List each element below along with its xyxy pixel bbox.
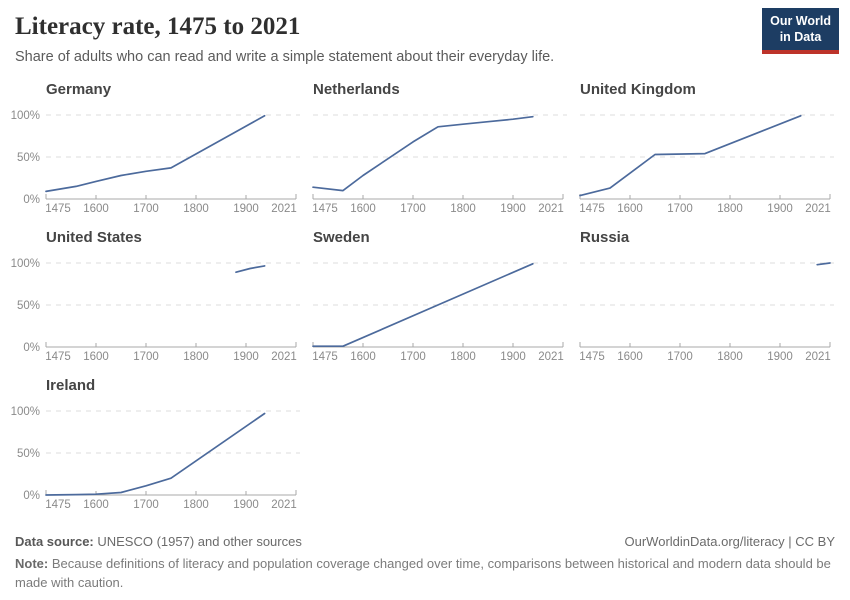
x-tick-label: 2021 xyxy=(271,203,297,215)
y-tick-label: 0% xyxy=(23,490,40,502)
literacy-line-series xyxy=(816,261,831,266)
chart-united-states: United States 1475 1600 1700 1800 1900 2021 0% 5… xyxy=(11,228,300,365)
literacy-line-series xyxy=(312,262,534,347)
x-tick-label: 2021 xyxy=(271,351,297,363)
chart-netherlands: Netherlands 1475 1600 1700 1800 1900 2021 xyxy=(282,80,567,217)
literacy-line-series xyxy=(45,114,266,193)
x-tick-label: 1900 xyxy=(233,351,259,363)
literacy-line-series xyxy=(579,114,802,197)
x-tick-label: 1600 xyxy=(83,203,109,215)
owid-logo-line2: in Data xyxy=(779,29,822,44)
x-tick-label: 2021 xyxy=(538,351,564,363)
x-tick-label: 1900 xyxy=(767,203,793,215)
y-tick-label: 50% xyxy=(17,448,40,460)
line-chart-plot[interactable]: 1475 1600 1700 1800 1900 2021 0% 50% 100% xyxy=(11,253,300,365)
x-tick-label: 2021 xyxy=(271,499,297,511)
x-tick-label: 1900 xyxy=(767,351,793,363)
chart-title: Russia xyxy=(580,228,630,246)
y-tick-label: 100% xyxy=(11,406,40,418)
x-tick-label: 2021 xyxy=(538,203,564,215)
x-tick-label: 1700 xyxy=(667,351,693,363)
line-chart-plot[interactable]: 1475 1600 1700 1800 1900 2021 0% 50% 100% xyxy=(11,105,300,217)
footnote-label: Note: xyxy=(15,555,49,571)
y-tick-label: 100% xyxy=(11,110,40,122)
x-tick-label: 2021 xyxy=(805,351,831,363)
y-tick-label: 0% xyxy=(23,194,40,206)
line-chart-plot[interactable]: 1475 1600 1700 1800 1900 2021 xyxy=(312,253,567,365)
x-tick-label: 1600 xyxy=(83,499,109,511)
chart-germany: Germany 1475 1600 1700 1800 1900 2021 0% 50% 100% xyxy=(11,80,300,217)
y-tick-label: 50% xyxy=(17,300,40,312)
page-title: Literacy rate, 1475 to 2021 xyxy=(15,13,301,40)
line-chart-plot[interactable]: 1475 1600 1700 1800 1900 2021 0% 50% 100% xyxy=(11,401,300,513)
literacy-line-series xyxy=(235,264,266,273)
chart-title: Netherlands xyxy=(313,80,400,98)
line-chart-plot[interactable]: 1475 1600 1700 1800 1900 2021 xyxy=(312,105,567,217)
x-tick-label: 1600 xyxy=(350,203,376,215)
x-tick-label: 1900 xyxy=(500,351,526,363)
x-tick-label: 1700 xyxy=(133,203,159,215)
x-tick-label: 1900 xyxy=(233,203,259,215)
chart-sweden: Sweden 1475 1600 1700 1800 1900 2021 xyxy=(282,228,567,365)
x-tick-label: 1475 xyxy=(312,351,338,363)
x-tick-label: 1600 xyxy=(617,351,643,363)
chart-title: Ireland xyxy=(46,376,96,394)
charts-grid: Germany 1475 1600 1700 1800 1900 2021 0% 50% 100%… xyxy=(0,81,850,513)
footnote: Note: Because definitions of literacy an… xyxy=(0,555,850,593)
literacy-line-series xyxy=(312,115,534,192)
line-chart-plot[interactable]: 1475 1600 1700 1800 1900 2021 xyxy=(579,253,834,365)
y-tick-label: 0% xyxy=(23,342,40,354)
x-tick-label: 1475 xyxy=(45,203,71,215)
x-tick-label: 1475 xyxy=(579,203,605,215)
x-tick-label: 1800 xyxy=(183,351,209,363)
chart-header: Literacy rate, 1475 to 2021 Share of adu… xyxy=(0,0,850,65)
x-tick-label: 1700 xyxy=(400,351,426,363)
chart-ireland: Ireland 1475 1600 1700 1800 1900 2021 0% 50% 100% xyxy=(11,376,300,513)
x-tick-label: 1600 xyxy=(350,351,376,363)
chart-subtitle: Share of adults who can read and write a… xyxy=(15,48,555,65)
chart-title: United Kingdom xyxy=(580,80,696,98)
chart-united-kingdom: United Kingdom 1475 1600 1700 1800 1900 2021 xyxy=(549,80,834,217)
owid-logo[interactable]: Our World in Data xyxy=(762,8,839,55)
x-tick-label: 1700 xyxy=(133,499,159,511)
x-tick-label: 1600 xyxy=(617,203,643,215)
x-tick-label: 2021 xyxy=(805,203,831,215)
x-tick-label: 1700 xyxy=(400,203,426,215)
x-tick-label: 1475 xyxy=(45,499,71,511)
line-chart-plot[interactable]: 1475 1600 1700 1800 1900 2021 xyxy=(579,105,834,217)
data-source-text: UNESCO (1957) and other sources xyxy=(93,533,302,549)
x-tick-label: 1800 xyxy=(183,499,209,511)
x-tick-label: 1700 xyxy=(667,203,693,215)
data-source-line: Data source: UNESCO (1957) and other sou… xyxy=(15,534,302,549)
x-tick-label: 1800 xyxy=(717,203,743,215)
y-tick-label: 50% xyxy=(17,152,40,164)
literacy-line-series xyxy=(45,412,266,496)
owid-logo-line1: Our World xyxy=(770,14,831,28)
x-tick-label: 1900 xyxy=(500,203,526,215)
chart-title: Sweden xyxy=(313,228,370,246)
x-tick-label: 1800 xyxy=(717,351,743,363)
x-tick-label: 1475 xyxy=(45,351,71,363)
x-tick-label: 1475 xyxy=(579,351,605,363)
x-tick-label: 1800 xyxy=(183,203,209,215)
footnote-text: Because definitions of literacy and popu… xyxy=(15,555,831,590)
x-tick-label: 1900 xyxy=(233,499,259,511)
x-tick-label: 1800 xyxy=(450,203,476,215)
chart-footer: Data source: UNESCO (1957) and other sou… xyxy=(0,534,850,549)
x-tick-label: 1600 xyxy=(83,351,109,363)
owid-license-link[interactable]: OurWorldinData.org/literacy | CC BY xyxy=(624,533,835,549)
x-tick-label: 1475 xyxy=(312,203,338,215)
data-source-label: Data source: xyxy=(15,533,94,549)
chart-title: Germany xyxy=(46,80,112,98)
chart-title: United States xyxy=(46,228,142,246)
y-tick-label: 100% xyxy=(11,258,40,270)
x-tick-label: 1700 xyxy=(133,351,159,363)
x-tick-label: 1800 xyxy=(450,351,476,363)
chart-russia: Russia 1475 1600 1700 1800 1900 2021 xyxy=(549,228,834,365)
